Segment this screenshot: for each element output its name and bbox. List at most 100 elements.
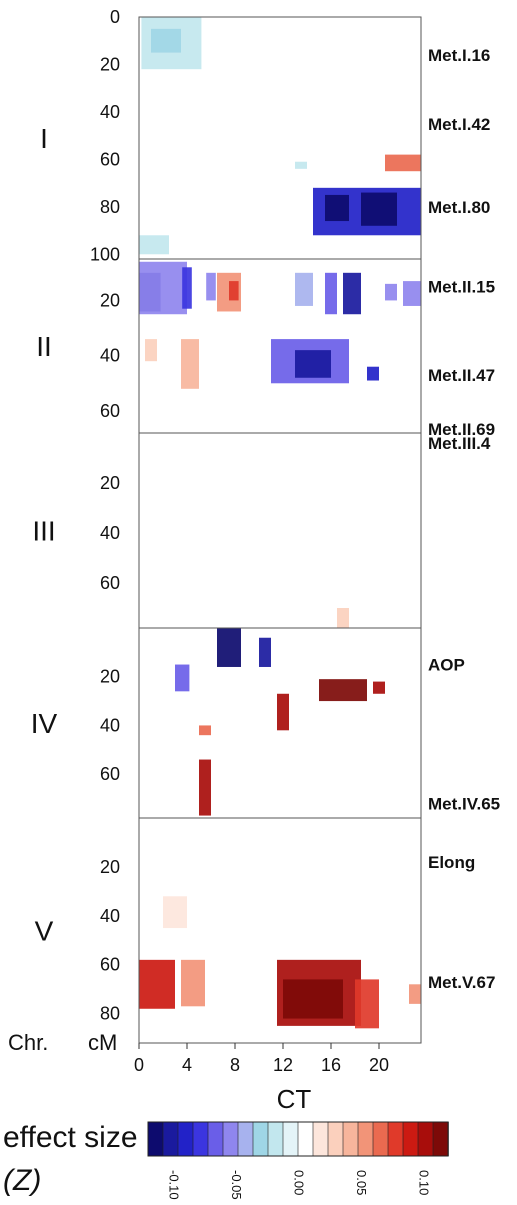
heatmap-cell xyxy=(373,681,385,694)
chromosome-label: V xyxy=(35,916,54,947)
colorbar: -0.10 -0.05 0.00 0.05 0.10 xyxy=(147,1121,449,1200)
colorbar-swatch xyxy=(282,1121,299,1157)
y-tick-label: 20 xyxy=(100,667,120,687)
colorbar-swatch xyxy=(402,1121,419,1157)
y-tick-label: 20 xyxy=(100,857,120,877)
colorbar-swatch xyxy=(387,1121,404,1157)
y-tick-label: 20 xyxy=(100,290,120,310)
marker-label: Met.I.42 xyxy=(428,115,490,134)
y-tick-label: 40 xyxy=(100,523,120,543)
colorbar-swatch xyxy=(147,1121,164,1157)
colorbar-swatch xyxy=(177,1121,194,1157)
panel-frame xyxy=(138,817,422,1044)
heatmap-cell xyxy=(385,283,397,301)
heatmap-cell xyxy=(277,693,289,731)
heatmap-cell xyxy=(182,267,192,309)
colorbar-swatch xyxy=(312,1121,329,1157)
panel-chr-IV: 20 40 60 IV AOP Met.IV.65 xyxy=(31,627,500,819)
heatmap-cell xyxy=(181,339,199,389)
y-tick-label: 80 xyxy=(100,197,120,217)
colorbar-swatch xyxy=(222,1121,239,1157)
colorbar-swatch xyxy=(327,1121,344,1157)
panel-background xyxy=(139,433,421,628)
heatmap-cell xyxy=(319,679,367,702)
heatmap-cell xyxy=(259,637,271,667)
y-tick-label: 60 xyxy=(100,955,120,975)
heatmap-cell xyxy=(337,608,349,628)
y-tick-label: 40 xyxy=(100,906,120,926)
x-tick-label: 16 xyxy=(321,1055,341,1075)
panel-chr-I: 0 20 40 60 80 100 I Met.I.16 Met.I.42 Met.I.80 xyxy=(40,7,490,264)
heatmap-cell xyxy=(283,979,343,1019)
colorbar-swatch xyxy=(267,1121,284,1157)
marker-label: AOP xyxy=(428,656,465,675)
marker-label: Elong xyxy=(428,853,475,872)
chromosome-label: II xyxy=(36,331,52,362)
colorbar-swatch xyxy=(357,1121,374,1157)
y-tick-label: 40 xyxy=(100,715,120,735)
marker-label: Met.I.80 xyxy=(428,198,490,217)
heatmap-cell xyxy=(229,281,239,301)
panel-chr-V: 20 40 60 80 V Elong Met.V.67 xyxy=(35,817,495,1044)
y-tick-label: 60 xyxy=(100,149,120,169)
colorbar-swatch xyxy=(297,1121,314,1157)
chromosome-label: III xyxy=(32,516,55,547)
y-tick-label: 100 xyxy=(90,244,120,264)
colorbar-swatch xyxy=(252,1121,269,1157)
colorbar-tick-label: 0.10 xyxy=(417,1170,432,1195)
heatmap-cell xyxy=(217,628,241,667)
colorbar-swatch xyxy=(192,1121,209,1157)
colorbar-swatch xyxy=(237,1121,254,1157)
heatmap-cell xyxy=(343,272,361,315)
heatmap-cell xyxy=(295,161,307,169)
colorbar-swatch xyxy=(162,1121,179,1157)
marker-label: Met.I.16 xyxy=(428,46,490,65)
y-tick-label: 60 xyxy=(100,401,120,421)
heatmap-cell xyxy=(139,261,187,315)
heatmap-cell xyxy=(145,339,157,362)
colorbar-tick-label: -0.10 xyxy=(167,1170,182,1200)
x-tick-label: 12 xyxy=(273,1055,293,1075)
heatmap-cell xyxy=(361,192,397,226)
colorbar-title: CT xyxy=(277,1084,312,1114)
colorbar-tick-label: 0.05 xyxy=(354,1170,369,1195)
y-tick-label: 80 xyxy=(100,1004,120,1024)
heatmap-cell xyxy=(175,664,190,692)
colorbar-swatch xyxy=(342,1121,359,1157)
x-axis: 0 4 8 12 16 20 xyxy=(134,1043,389,1075)
heatmap-cell xyxy=(151,28,181,53)
marker-label: Met.II.47 xyxy=(428,366,495,385)
colorbar-frame xyxy=(147,1121,449,1157)
panel-chr-II: 20 40 60 II Met.II.15 Met.II.47 Met.II.69 xyxy=(36,258,495,439)
heatmap-cell xyxy=(355,979,379,1029)
heatmap-cell xyxy=(139,959,175,1009)
heatmap-cell xyxy=(199,759,211,816)
heatmap-cell xyxy=(295,272,313,306)
heatmap-cell xyxy=(163,896,187,929)
marker-label: Met.IV.65 xyxy=(428,794,500,813)
marker-label: Met.II.15 xyxy=(428,278,495,297)
colorbar-swatch xyxy=(432,1121,449,1157)
chromosome-label: IV xyxy=(31,708,58,739)
y-tick-label: 60 xyxy=(100,573,120,593)
marker-label: Met.V.67 xyxy=(428,973,495,992)
colorbar-swatch xyxy=(372,1121,389,1157)
heatmap-cell xyxy=(295,350,331,378)
y-tick-label: 40 xyxy=(100,102,120,122)
heatmap-cell xyxy=(206,272,216,301)
heatmap-cell xyxy=(385,154,421,172)
marker-label: Met.II.69 xyxy=(428,420,495,439)
heatmap-cell xyxy=(403,281,421,306)
colorbar-swatch xyxy=(417,1121,434,1157)
y-tick-label: 40 xyxy=(100,346,120,366)
heatmap-cell xyxy=(139,235,169,255)
colorbar-label-effect-size: effect size xyxy=(3,1121,138,1154)
colorbar-tick-label: -0.05 xyxy=(229,1170,244,1200)
heatmap-cell xyxy=(325,272,337,315)
marker-label: Met.III.4 xyxy=(428,434,491,453)
x-tick-label: 4 xyxy=(182,1055,192,1075)
chromosome-column-header: Chr. xyxy=(8,1030,48,1055)
colorbar-label-z: (Z) xyxy=(3,1164,41,1197)
heatmap-cell xyxy=(181,959,205,1007)
